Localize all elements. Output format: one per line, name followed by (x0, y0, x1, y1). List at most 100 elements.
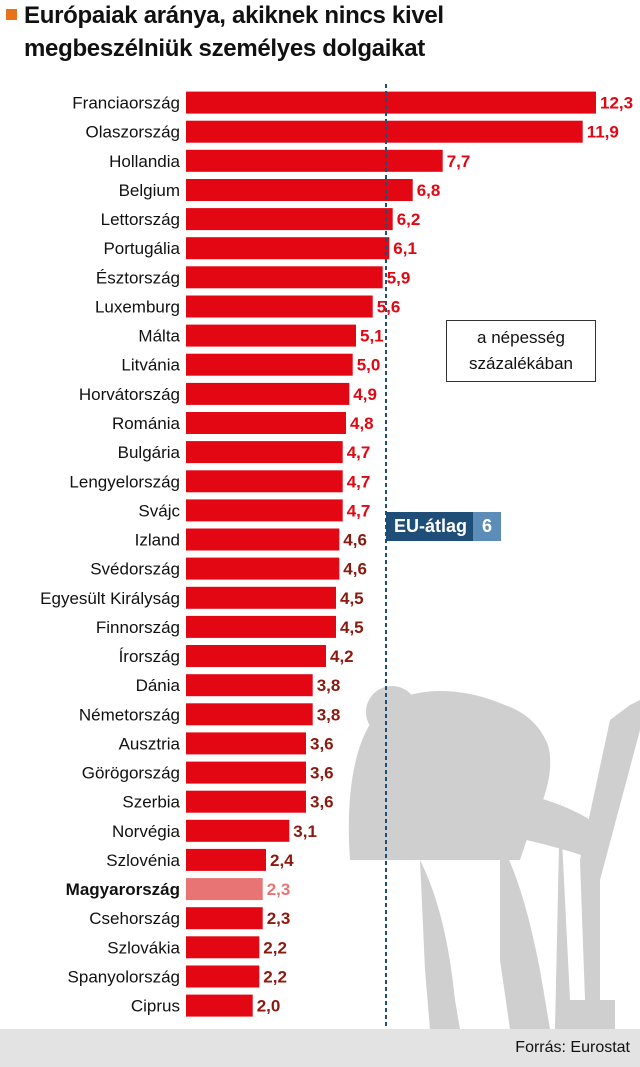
value-label: 5,0 (357, 356, 381, 375)
bar (186, 703, 313, 726)
value-label: 6,1 (393, 239, 417, 258)
bar (186, 645, 326, 667)
value-label: 3,8 (317, 705, 341, 724)
bar (186, 907, 263, 930)
chart-title-line-2: megbeszélniük személyes dolgaikat (24, 35, 425, 62)
bar (186, 149, 443, 172)
bar (186, 499, 343, 522)
eu-average-value: 6 (473, 512, 502, 541)
bar (186, 412, 346, 434)
category-label: Portugália (103, 239, 180, 258)
value-label: 12,3 (600, 94, 633, 113)
unit-note-line-2: százalékában (469, 354, 573, 373)
category-label: Norvégia (112, 822, 181, 841)
bar (186, 936, 260, 959)
value-label: 2,0 (257, 997, 281, 1016)
bar (186, 528, 340, 551)
category-label: Izland (135, 531, 180, 550)
value-label: 3,6 (310, 734, 334, 753)
bar (186, 878, 263, 901)
bar (186, 848, 266, 871)
category-label: Svájc (138, 501, 180, 520)
value-label: 4,5 (340, 589, 364, 608)
category-label: Horvátország (79, 385, 180, 404)
sad-person-silhouette (348, 686, 640, 1029)
category-label: Egyesült Királyság (40, 589, 180, 608)
category-label: Lettország (101, 210, 180, 229)
unit-note-line-1: a népesség (477, 328, 565, 347)
unit-note-box: a népesség százalékában (446, 320, 596, 382)
bar (186, 208, 393, 231)
value-label: 2,3 (267, 909, 291, 928)
bar (186, 761, 306, 784)
value-label: 5,1 (360, 327, 384, 346)
bar (186, 179, 413, 201)
bar (186, 266, 383, 289)
value-label: 2,2 (263, 938, 287, 957)
value-label: 2,3 (267, 880, 291, 899)
bar (186, 586, 336, 609)
value-label: 3,6 (310, 764, 334, 783)
category-label: Szlovákia (107, 938, 180, 957)
value-label: 11,9 (587, 123, 619, 142)
bar (186, 120, 583, 143)
category-label: Belgium (119, 181, 180, 200)
category-label: Ausztria (119, 734, 181, 753)
bar (186, 295, 373, 318)
category-label: Svédország (90, 560, 180, 579)
chart-title-line-1: Európaiak aránya, akiknek nincs kivel (24, 2, 444, 29)
bar (186, 441, 343, 464)
value-label: 4,6 (343, 531, 367, 550)
value-label: 6,2 (397, 210, 421, 229)
bar (186, 353, 353, 376)
bar (186, 91, 596, 114)
category-label: Málta (138, 327, 180, 346)
category-label: Dánia (136, 676, 181, 695)
bar (186, 732, 306, 755)
bar (186, 470, 343, 493)
category-label: Csehország (89, 909, 180, 928)
bar (186, 324, 356, 347)
value-label: 4,7 (347, 443, 371, 462)
category-label: Spanyolország (68, 968, 180, 987)
bar (186, 615, 336, 638)
category-label: Finnország (96, 618, 180, 637)
footer-bar: Forrás: Eurostat (0, 1029, 640, 1067)
bar (186, 994, 253, 1017)
value-label: 4,2 (330, 647, 354, 666)
bar (186, 674, 313, 697)
eu-average-badge: EU-átlag 6 (386, 512, 502, 541)
value-label: 4,7 (347, 501, 371, 520)
value-label: 5,9 (387, 268, 411, 287)
title-marker (6, 9, 17, 20)
value-label: 2,4 (270, 851, 294, 870)
bar-chart: Franciaország 12,3 Olaszország 11,9 Hollandi… (40, 84, 640, 1029)
category-label: Bulgária (118, 443, 181, 462)
value-label: 4,5 (340, 618, 364, 637)
bar (186, 382, 350, 405)
category-label: Olaszország (86, 123, 180, 142)
value-label: 7,7 (447, 152, 471, 171)
value-label: 4,6 (343, 560, 367, 579)
category-label: Litvánia (121, 356, 180, 375)
category-label: Szlovénia (106, 851, 180, 870)
bar (186, 237, 390, 260)
category-label: Ciprus (131, 997, 180, 1016)
category-label: Románia (112, 414, 181, 433)
category-label: Észtország (96, 268, 180, 287)
value-label: 3,1 (293, 822, 317, 841)
value-label: 4,9 (353, 385, 377, 404)
category-label: Hollandia (109, 152, 180, 171)
bar (186, 557, 340, 580)
category-label: Írország (119, 647, 180, 666)
value-label: 3,8 (317, 676, 341, 695)
category-label: Franciaország (72, 94, 180, 113)
value-label: 6,8 (417, 181, 441, 200)
source-label: Forrás: Eurostat (515, 1039, 630, 1056)
category-label: Lengyelország (69, 472, 180, 491)
category-label: Luxemburg (95, 298, 180, 317)
bar (186, 965, 260, 988)
category-label: Görögország (82, 764, 180, 783)
value-label: 2,2 (263, 968, 287, 987)
value-label: 4,8 (350, 414, 374, 433)
